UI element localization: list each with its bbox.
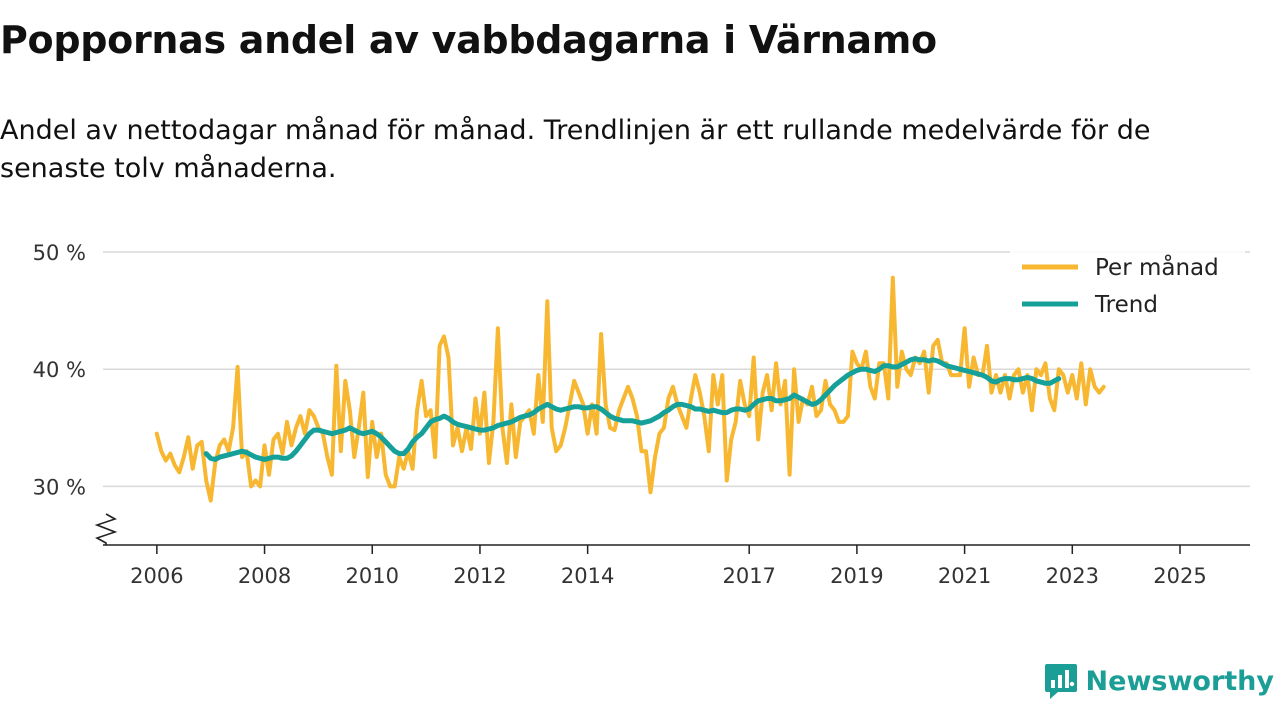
newsworthy-logo-icon	[1044, 664, 1077, 699]
x-tick-label: 2019	[830, 564, 883, 588]
x-tick-label: 2012	[453, 564, 506, 588]
y-tick-label: 50 %	[33, 241, 86, 265]
chart-subtitle: Andel av nettodagar månad för månad. Tre…	[0, 115, 1151, 184]
series-line-monthly	[154, 275, 1106, 503]
legend-label-monthly: Per månad	[1095, 253, 1219, 281]
x-tick-label: 2025	[1153, 564, 1206, 588]
legend: Per månad Trend	[1010, 245, 1245, 327]
chart-title: Poppornas andel av vabbdagarna i Värnamo	[0, 18, 937, 62]
y-tick-labels: 30 % 40 % 50 %	[33, 241, 86, 499]
y-tick-label: 40 %	[33, 358, 86, 382]
x-ticks: 2006 2008 2010 2012 2014 2017 2019 2021 2023 2025	[130, 545, 1207, 588]
brand-logo: Newsworthy	[1044, 662, 1274, 700]
legend-background	[1010, 245, 1245, 327]
x-tick-label: 2008	[238, 564, 291, 588]
series-lines	[154, 275, 1106, 503]
legend-label-trend: Trend	[1094, 292, 1158, 318]
series-line-trend	[203, 356, 1062, 462]
x-tick-label: 2021	[938, 564, 991, 588]
x-tick-label: 2006	[130, 564, 183, 588]
x-tick-label: 2017	[722, 564, 775, 588]
x-tick-label: 2014	[561, 564, 614, 588]
x-axis	[94, 513, 1250, 546]
x-tick-label: 2010	[346, 564, 399, 588]
brand-name: Newsworthy	[1085, 665, 1274, 697]
axis-break-icon	[94, 513, 118, 545]
x-tick-label: 2023	[1046, 564, 1099, 588]
y-tick-label: 30 %	[33, 475, 86, 499]
